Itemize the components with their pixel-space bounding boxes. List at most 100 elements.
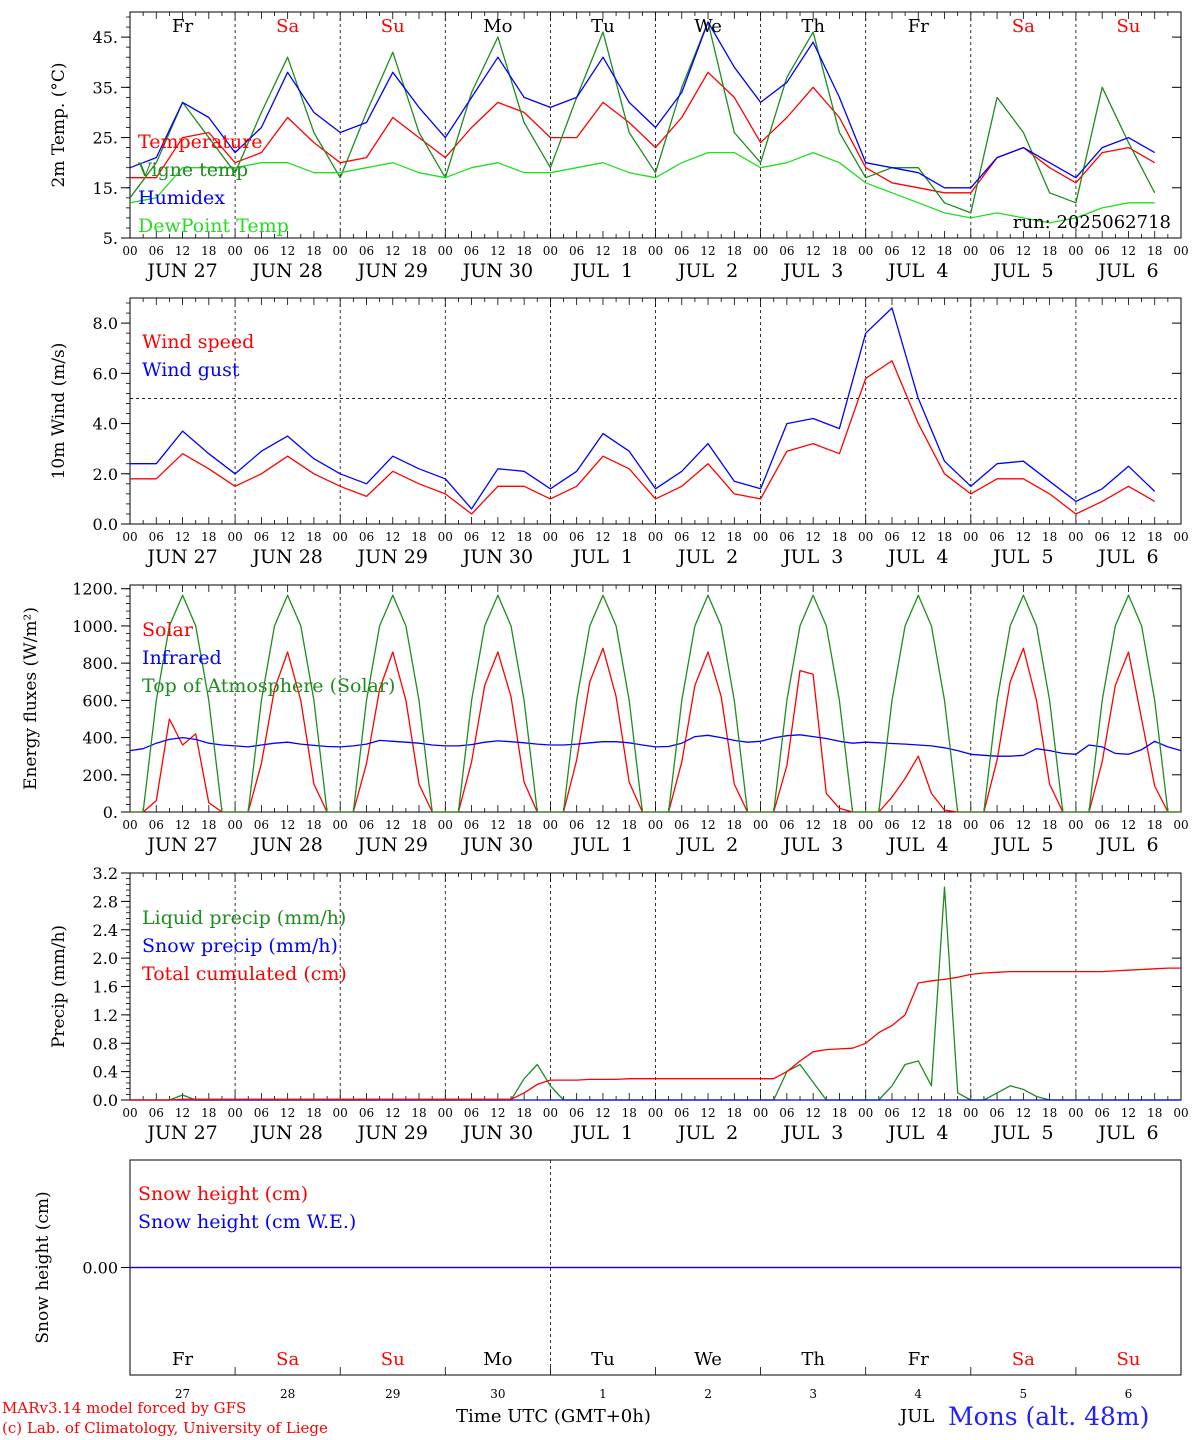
hour-tick-label: 06: [254, 818, 269, 832]
hour-tick-label: 18: [727, 244, 742, 258]
month-label: JUL: [900, 1406, 935, 1427]
hour-tick-label: 12: [911, 530, 926, 544]
hour-tick-label: 00: [1173, 1106, 1188, 1120]
series-line-top-of-atmosphere-solar-: [130, 594, 1181, 813]
weekday-label: Fr: [908, 16, 929, 37]
hour-tick-label: 00: [963, 530, 978, 544]
hour-tick-label: 12: [385, 818, 400, 832]
hour-tick-label: 18: [622, 244, 637, 258]
hour-tick-label: 00: [1068, 530, 1083, 544]
date-label: JUL 1: [571, 260, 633, 282]
hour-tick-label: 00: [753, 818, 768, 832]
y-tick-label: 0.: [103, 803, 118, 822]
y-tick-label: 0.4: [93, 1063, 118, 1082]
hour-tick-label: 06: [779, 1106, 794, 1120]
hour-tick-label: 00: [333, 530, 348, 544]
hour-tick-label: 06: [569, 1106, 584, 1120]
hour-tick-label: 06: [674, 244, 689, 258]
hour-tick-label: 18: [832, 818, 847, 832]
hour-tick-label: 12: [385, 530, 400, 544]
hour-tick-label: 18: [1042, 530, 1057, 544]
hour-tick-label: 18: [306, 818, 321, 832]
hour-tick-label: 06: [1095, 818, 1110, 832]
hour-tick-label: 00: [858, 244, 873, 258]
weekday-label: Sa: [276, 1349, 299, 1370]
weekday-label: Sa: [1012, 1349, 1035, 1370]
date-label: JUL 5: [991, 834, 1053, 856]
hour-tick-label: 06: [359, 244, 374, 258]
station-label: Mons (alt. 48m): [948, 1402, 1150, 1431]
date-label: JUL 3: [781, 260, 843, 282]
weekday-label: Tu: [591, 1349, 615, 1370]
hour-tick-label: 00: [648, 530, 663, 544]
hour-tick-label: 12: [595, 818, 610, 832]
hour-tick-label: 06: [149, 818, 164, 832]
series-line-total-cumulated-cm-: [130, 967, 1181, 1101]
hour-tick-label: 06: [569, 244, 584, 258]
legend-entry: Wind gust: [142, 359, 240, 381]
y-tick-label: 1.2: [93, 1006, 118, 1025]
y-axis-label: Energy fluxes (W/m²): [21, 607, 41, 790]
hour-tick-label: 06: [884, 530, 899, 544]
y-tick-label: 2.8: [93, 892, 118, 911]
date-label: JUN 29: [356, 546, 428, 568]
date-label: JUL 6: [1096, 1122, 1158, 1144]
hour-tick-label: 00: [1173, 244, 1188, 258]
hour-tick-label: 18: [516, 818, 531, 832]
hour-tick-label: 12: [911, 244, 926, 258]
hour-tick-label: 06: [149, 530, 164, 544]
y-tick-label: 200.: [82, 766, 118, 785]
hour-tick-label: 00: [122, 530, 137, 544]
weekday-label: Th: [801, 16, 825, 37]
hour-tick-label: 06: [1095, 244, 1110, 258]
hour-tick-label: 00: [543, 818, 558, 832]
hour-tick-label: 18: [1042, 1106, 1057, 1120]
y-axis-label: Snow height (cm): [33, 1191, 53, 1343]
hour-tick-label: 18: [516, 244, 531, 258]
hour-tick-label: 18: [306, 244, 321, 258]
hour-tick-label: 12: [385, 1106, 400, 1120]
hour-tick-label: 00: [227, 244, 242, 258]
hour-tick-label: 18: [727, 1106, 742, 1120]
date-label: JUN 30: [461, 834, 533, 856]
legend-entry: Infrared: [142, 647, 222, 669]
hour-tick-label: 00: [543, 530, 558, 544]
hour-tick-label: 06: [464, 818, 479, 832]
hour-tick-label: 12: [1016, 530, 1031, 544]
date-label: JUL 2: [676, 1122, 738, 1144]
date-label: JUN 28: [250, 834, 322, 856]
hour-tick-label: 06: [254, 244, 269, 258]
weekday-label: Fr: [908, 1349, 929, 1370]
y-tick-label: 0.00: [82, 1259, 118, 1278]
legend-entry: Snow precip (mm/h): [142, 935, 338, 957]
hour-tick-label: 00: [333, 1106, 348, 1120]
legend-entry: Snow height (cm): [138, 1183, 308, 1205]
hour-tick-label: 06: [569, 530, 584, 544]
date-label: JUL 2: [676, 260, 738, 282]
hour-tick-label: 12: [1121, 530, 1136, 544]
hour-tick-label: 18: [201, 818, 216, 832]
y-tick-label: 2.0: [93, 465, 118, 484]
weekday-label: Su: [1116, 1349, 1140, 1370]
weekday-label: Fr: [172, 1349, 193, 1370]
y-tick-label: 6.0: [93, 364, 118, 383]
date-label: JUN 27: [145, 260, 217, 282]
y-tick-label: 600.: [82, 691, 118, 710]
hour-tick-label: 12: [1016, 244, 1031, 258]
day-number-label: 28: [280, 1387, 295, 1401]
hour-tick-label: 00: [1173, 530, 1188, 544]
hour-tick-label: 12: [911, 818, 926, 832]
legend-entry: Snow height (cm W.E.): [138, 1211, 356, 1233]
hour-tick-label: 18: [727, 530, 742, 544]
hour-tick-label: 00: [963, 244, 978, 258]
hour-tick-label: 00: [1068, 818, 1083, 832]
hour-tick-label: 12: [280, 244, 295, 258]
hour-tick-label: 06: [989, 1106, 1004, 1120]
day-number-label: 3: [809, 1387, 817, 1401]
y-tick-label: 0.0: [93, 1091, 118, 1110]
hour-tick-label: 12: [700, 244, 715, 258]
hour-tick-label: 00: [858, 818, 873, 832]
hour-tick-label: 06: [359, 818, 374, 832]
date-label: JUL 5: [991, 260, 1053, 282]
date-label: JUL 3: [781, 546, 843, 568]
